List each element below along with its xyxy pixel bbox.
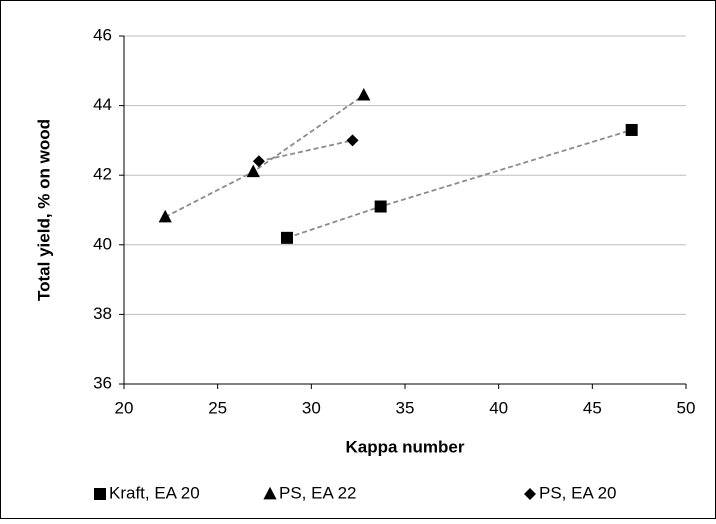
x-axis-title: Kappa number (345, 437, 464, 456)
x-tick-label: 40 (489, 398, 508, 417)
x-tick-label: 45 (583, 398, 602, 417)
y-tick-label: 42 (93, 165, 112, 184)
x-tick-label: 35 (396, 398, 415, 417)
y-tick-label: 36 (93, 373, 112, 392)
legend-label: Kraft, EA 20 (109, 483, 200, 502)
point (280, 231, 293, 244)
point (374, 200, 387, 213)
point (158, 209, 172, 223)
legend-label: PS, EA 20 (539, 483, 617, 502)
x-tick-label: 30 (302, 398, 321, 417)
point (357, 87, 371, 101)
legend-marker (94, 488, 106, 500)
y-tick-label: 38 (93, 304, 112, 323)
legend-marker (524, 488, 536, 500)
y-axis-title: Total yield, % on wood (34, 119, 53, 301)
point (346, 134, 359, 147)
x-tick-label: 25 (208, 398, 227, 417)
y-tick-label: 40 (93, 234, 112, 253)
x-tick-label: 20 (115, 398, 134, 417)
y-tick-label: 44 (93, 95, 112, 114)
point (246, 164, 260, 178)
y-tick-label: 46 (93, 25, 112, 44)
x-tick-label: 50 (677, 398, 696, 417)
point (252, 155, 265, 168)
point (625, 123, 638, 136)
legend-label: PS, EA 22 (279, 483, 357, 502)
legend-marker (263, 486, 277, 500)
